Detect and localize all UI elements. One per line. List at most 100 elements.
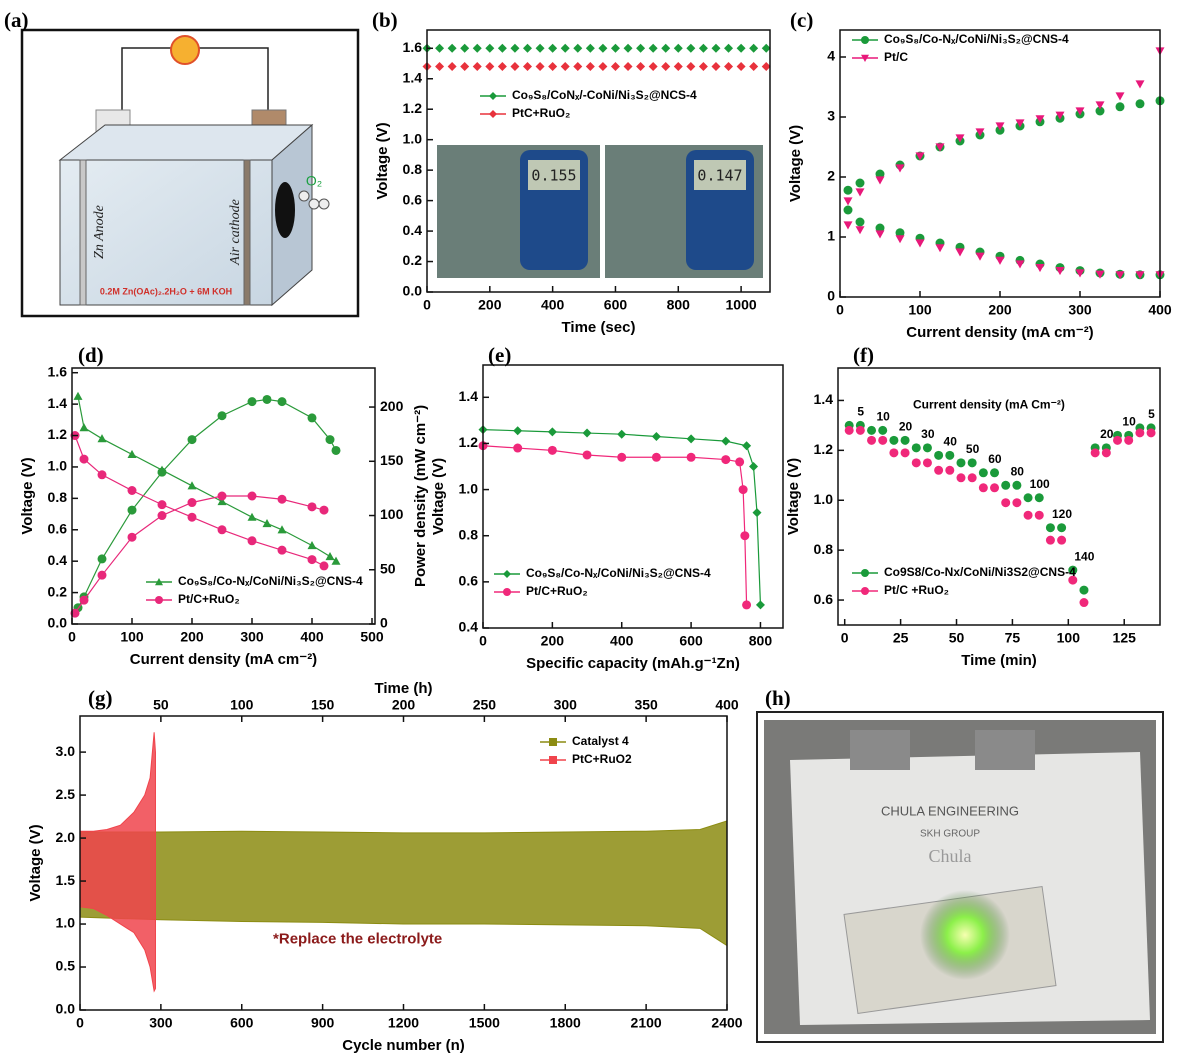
marker	[573, 43, 583, 53]
y-tick-label: 0.0	[48, 615, 68, 631]
marker	[922, 458, 932, 468]
x-tick-label: 100	[120, 629, 144, 645]
x-tick-label: 200	[478, 297, 502, 313]
marker	[585, 62, 595, 72]
marker	[598, 43, 608, 53]
marker	[187, 498, 197, 508]
x2-tick-label: 350	[634, 697, 658, 713]
marker	[187, 435, 197, 445]
marker	[895, 164, 905, 173]
marker	[978, 468, 988, 478]
anode-plate	[79, 159, 87, 306]
marker	[843, 197, 853, 206]
marker	[1135, 80, 1145, 89]
current-density-label: 80	[1011, 464, 1025, 478]
y2-tick-label: 50	[380, 560, 396, 576]
marker	[307, 540, 317, 550]
x-tick-label: 0	[423, 297, 431, 313]
marker	[956, 458, 966, 468]
display	[694, 160, 746, 190]
x-axis-label: Cycle number (n)	[342, 1037, 465, 1054]
y-tick-label: 1.0	[459, 480, 479, 496]
marker	[1057, 523, 1067, 533]
marker	[875, 223, 885, 233]
marker	[1095, 106, 1105, 116]
x2-tick-label: 100	[230, 697, 254, 713]
x-tick-label: 50	[949, 630, 965, 646]
marker	[1057, 535, 1067, 545]
y-tick-label: 1.2	[403, 100, 423, 116]
marker	[724, 43, 734, 53]
marker	[742, 441, 752, 451]
panel-label: (g)	[88, 686, 113, 710]
marker	[435, 43, 445, 53]
legend-label: Co₉S₈/Co-Nₓ/CoNi/Ni₃S₂@CNS-4	[884, 32, 1069, 46]
marker	[1001, 480, 1011, 490]
marker	[945, 450, 955, 460]
marker	[956, 473, 966, 483]
current-density-label: 50	[966, 442, 980, 456]
x-axis-label: Specific capacity (mAh.g⁻¹Zn)	[526, 655, 740, 672]
x-tick-label: 0	[841, 630, 849, 646]
marker	[97, 570, 107, 580]
marker	[975, 128, 985, 137]
x-tick-label: 600	[604, 297, 628, 313]
clamp	[975, 730, 1035, 770]
current-density-label: 20	[899, 420, 913, 434]
marker	[673, 62, 683, 72]
marker	[736, 43, 746, 53]
marker	[1115, 271, 1125, 280]
y-tick-label: 1.0	[56, 915, 76, 931]
y-tick-label: 2	[827, 168, 835, 184]
plot-frame	[71, 367, 376, 625]
marker	[1012, 498, 1022, 508]
air-hole	[275, 182, 295, 238]
marker	[1115, 92, 1125, 101]
current-density-label: 5	[857, 405, 864, 419]
marker	[861, 587, 869, 595]
x2-tick-label: 50	[153, 697, 169, 713]
marker	[990, 483, 1000, 493]
marker	[155, 596, 163, 604]
x-tick-label: 0	[479, 633, 487, 649]
o2-bubble	[298, 190, 310, 202]
marker	[995, 122, 1005, 131]
marker	[127, 486, 137, 496]
marker	[127, 505, 137, 515]
marker	[510, 43, 520, 53]
marker	[623, 43, 633, 53]
marker	[686, 62, 696, 72]
legend-label: Pt/C +RuO₂	[884, 583, 949, 597]
x-tick-label: 25	[893, 630, 909, 646]
marker	[698, 62, 708, 72]
marker	[573, 62, 583, 72]
y-axis-label: Voltage (V)	[785, 458, 802, 535]
x2-tick-label: 400	[715, 697, 739, 713]
y-tick-label: 1.4	[403, 69, 423, 85]
marker	[686, 434, 696, 444]
marker	[277, 494, 287, 504]
marker	[673, 43, 683, 53]
marker	[895, 228, 905, 238]
clamp	[850, 730, 910, 770]
x2-tick-label: 150	[311, 697, 335, 713]
marker	[1135, 271, 1145, 280]
marker	[922, 443, 932, 453]
marker	[935, 143, 945, 152]
marker	[651, 452, 661, 462]
meter-reading: 0.155	[531, 167, 576, 185]
marker	[277, 525, 287, 534]
legend-label: PtC+RuO2	[572, 752, 632, 766]
y2-tick-label: 100	[380, 506, 404, 522]
current-density-label: 40	[944, 435, 958, 449]
meter-reading: 0.147	[697, 167, 742, 185]
cathode-plate	[243, 159, 251, 306]
x-tick-label: 400	[1148, 302, 1172, 318]
marker	[97, 554, 107, 564]
marker	[761, 62, 771, 72]
marker	[749, 62, 759, 72]
marker	[503, 588, 511, 596]
marker	[967, 458, 977, 468]
y-tick-label: 1.4	[814, 391, 834, 407]
